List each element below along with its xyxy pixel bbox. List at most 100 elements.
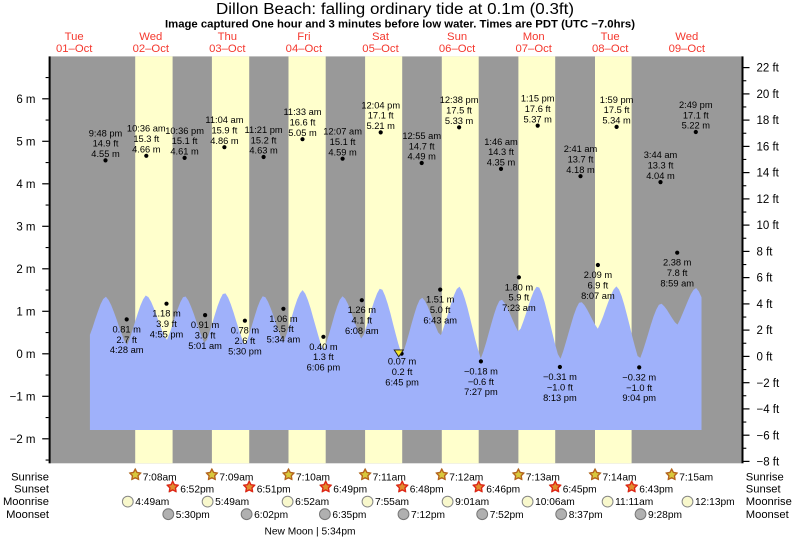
svg-text:Sunrise: Sunrise [11,471,49,483]
svg-text:9:04 pm: 9:04 pm [622,393,656,403]
svg-text:9:28pm: 9:28pm [648,510,682,521]
svg-text:15.2 ft: 15.2 ft [251,135,277,145]
svg-text:−4 ft: −4 ft [757,404,781,416]
svg-text:Thu: Thu [218,31,237,43]
svg-text:4.59 m: 4.59 m [328,147,357,157]
svg-text:8 ft: 8 ft [757,247,774,259]
svg-text:6:45pm: 6:45pm [563,485,597,496]
svg-text:6:46pm: 6:46pm [486,485,520,496]
svg-text:22 ft: 22 ft [757,63,780,75]
svg-text:0 m: 0 m [16,349,35,361]
svg-text:−0.18 m: −0.18 m [464,366,498,376]
svg-text:17.5 ft: 17.5 ft [446,106,472,116]
svg-text:15.1 ft: 15.1 ft [330,137,356,147]
svg-text:0.78 m: 0.78 m [231,326,260,336]
svg-text:5:49am: 5:49am [215,497,249,508]
svg-text:12:04 pm: 12:04 pm [361,100,400,110]
svg-text:5.05 m: 5.05 m [288,128,317,138]
svg-text:11:04 am: 11:04 am [205,115,243,125]
svg-text:9:48 pm: 9:48 pm [89,128,123,138]
svg-text:Moonset: Moonset [746,509,790,521]
svg-text:6 m: 6 m [16,94,35,106]
svg-text:1.18 m: 1.18 m [152,309,181,319]
svg-text:−2 m: −2 m [10,434,36,446]
svg-text:15.3 ft: 15.3 ft [133,134,159,144]
svg-text:5.22 m: 5.22 m [682,121,711,131]
svg-text:06–Oct: 06–Oct [439,43,476,55]
svg-text:12:07 am: 12:07 am [323,127,362,137]
svg-text:6:02pm: 6:02pm [254,510,288,521]
svg-text:7:10am: 7:10am [296,472,330,483]
svg-text:Wed: Wed [675,31,698,43]
svg-text:8:59 am: 8:59 am [660,279,694,289]
svg-text:13.7 ft: 13.7 ft [568,155,594,165]
svg-text:4.63 m: 4.63 m [249,146,278,156]
svg-text:5.0 ft: 5.0 ft [430,305,451,315]
svg-text:4:28 am: 4:28 am [110,345,144,355]
svg-text:Wed: Wed [139,31,162,43]
svg-text:Tue: Tue [601,31,620,43]
svg-text:14.9 ft: 14.9 ft [93,139,119,149]
svg-text:0 ft: 0 ft [757,352,774,364]
svg-text:Sunrise: Sunrise [746,471,784,483]
svg-text:7:12am: 7:12am [449,472,483,483]
svg-text:0.07 m: 0.07 m [388,357,417,367]
svg-text:6:06 pm: 6:06 pm [307,363,341,373]
svg-text:Fri: Fri [297,31,310,43]
svg-text:6:43pm: 6:43pm [639,485,673,496]
svg-text:8:07 am: 8:07 am [581,291,615,301]
svg-text:12 ft: 12 ft [757,194,780,206]
svg-text:17.5 ft: 17.5 ft [604,105,630,115]
svg-text:4.61 m: 4.61 m [170,147,199,157]
svg-text:7:09am: 7:09am [219,472,253,483]
svg-text:Sun: Sun [447,31,467,43]
svg-text:6:52am: 6:52am [295,497,329,508]
svg-text:1.80 m: 1.80 m [505,282,534,292]
svg-text:5.34 m: 5.34 m [602,116,631,126]
svg-text:5 m: 5 m [16,136,35,148]
svg-text:4.18 m: 4.18 m [566,165,595,175]
svg-text:5.21 m: 5.21 m [366,121,395,131]
svg-text:7:55am: 7:55am [375,497,409,508]
svg-text:6:08 am: 6:08 am [345,326,379,336]
svg-text:10:36 am: 10:36 am [127,124,166,134]
svg-text:10 ft: 10 ft [757,220,780,232]
svg-text:−8 ft: −8 ft [757,457,781,469]
svg-text:4 ft: 4 ft [757,299,774,311]
svg-text:4.04 m: 4.04 m [646,171,675,181]
svg-text:7:08am: 7:08am [143,472,177,483]
svg-text:2.38 m: 2.38 m [663,258,692,268]
svg-text:7:14am: 7:14am [603,472,637,483]
svg-text:15.1 ft: 15.1 ft [172,136,198,146]
svg-text:12:13pm: 12:13pm [695,497,735,508]
svg-text:7:12pm: 7:12pm [411,510,445,521]
svg-text:14 ft: 14 ft [757,168,780,180]
svg-text:7:52pm: 7:52pm [490,510,524,521]
svg-text:3.9 ft: 3.9 ft [156,319,177,329]
svg-text:4.49 m: 4.49 m [407,152,436,162]
svg-text:−0.6 ft: −0.6 ft [468,377,495,387]
svg-text:Mon: Mon [523,31,545,43]
svg-text:03–Oct: 03–Oct [209,43,246,55]
svg-text:1:59 pm: 1:59 pm [600,95,634,105]
svg-text:5:34 am: 5:34 am [267,335,301,345]
svg-text:07–Oct: 07–Oct [515,43,552,55]
svg-text:4:49am: 4:49am [135,497,169,508]
svg-text:2 m: 2 m [16,264,35,276]
svg-text:6:49pm: 6:49pm [333,485,367,496]
svg-text:09–Oct: 09–Oct [669,43,706,55]
svg-text:2 ft: 2 ft [757,325,774,337]
svg-text:8:37pm: 8:37pm [569,510,603,521]
svg-text:16 ft: 16 ft [757,142,780,154]
svg-text:Moonrise: Moonrise [3,496,49,508]
svg-text:10:06am: 10:06am [535,497,575,508]
svg-text:6:51pm: 6:51pm [257,485,291,496]
svg-text:Moonrise: Moonrise [746,496,792,508]
svg-text:12:55 am: 12:55 am [402,131,441,141]
svg-text:3 m: 3 m [16,221,35,233]
svg-text:1.51 m: 1.51 m [426,295,455,305]
svg-text:2.09 m: 2.09 m [584,270,613,280]
svg-text:6:48pm: 6:48pm [410,485,444,496]
svg-text:4.35 m: 4.35 m [487,158,516,168]
svg-text:6:52pm: 6:52pm [180,485,214,496]
